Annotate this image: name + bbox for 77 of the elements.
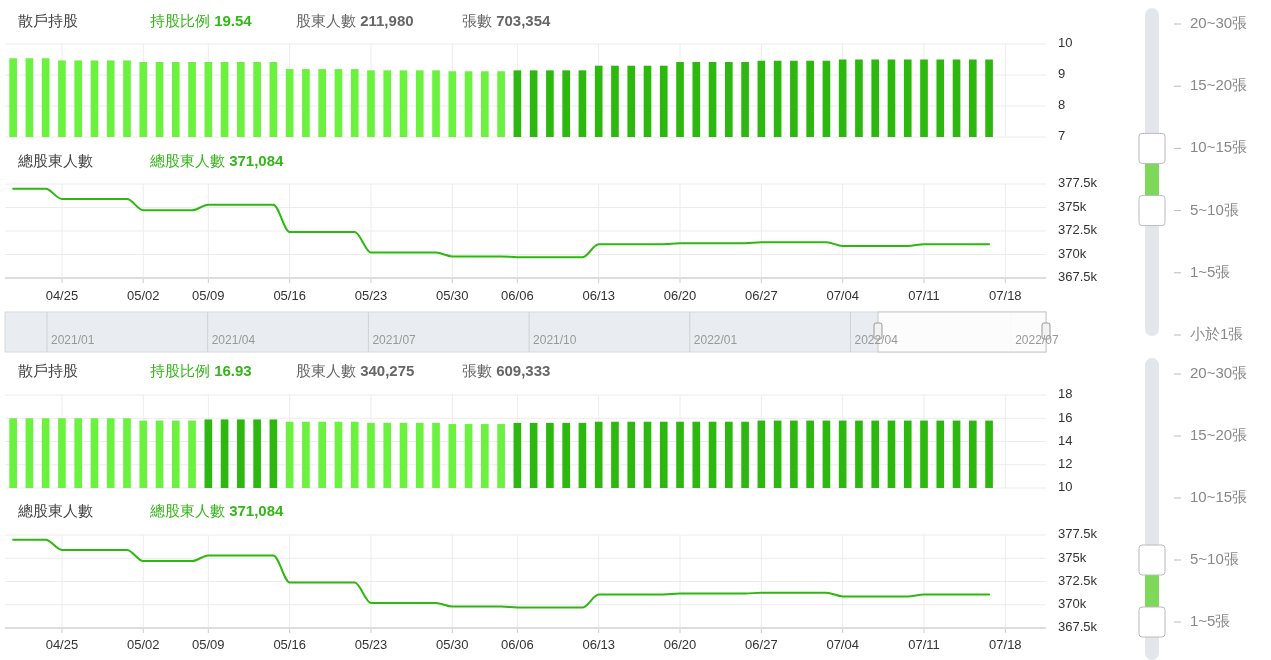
category-label: 20~30張 <box>1190 363 1248 381</box>
chart-title: 散戶持股 <box>18 11 78 29</box>
text: 2021/04 <box>211 333 256 347</box>
x-tick-label: 07/04 <box>826 637 859 653</box>
category-label: 5~10張 <box>1190 549 1239 567</box>
text: 2022/04 <box>854 333 899 347</box>
y-tick-label: 7 <box>1058 128 1066 144</box>
x-tick-label: 07/11 <box>908 288 940 304</box>
y-tick-label: 370k <box>1058 245 1087 261</box>
category-label: 20~30張 <box>1190 13 1248 31</box>
chart-title: 總股東人數 <box>17 151 93 169</box>
text: 股東人數 340,275 <box>296 361 415 379</box>
x-tick-label: 07/11 <box>908 637 940 653</box>
x-tick-label: 07/04 <box>826 288 859 304</box>
text: 張數 703,354 <box>462 11 552 29</box>
category-label: 10~15張 <box>1190 138 1248 156</box>
x-tick-label: 05/09 <box>192 288 225 304</box>
text: 2021/07 <box>372 333 417 347</box>
x-tick-label: 05/16 <box>273 637 306 653</box>
x-tick-label: 05/09 <box>192 637 225 653</box>
x-tick-label: 06/06 <box>501 288 534 304</box>
line-series <box>12 187 991 259</box>
text: 持股比例 19.54 <box>150 11 253 29</box>
x-tick-label: 06/06 <box>501 637 534 653</box>
y-tick-label: 18 <box>1058 386 1073 402</box>
y-tick-label: 10 <box>1058 35 1073 51</box>
category-label: 1~5張 <box>1190 611 1231 629</box>
text: 張數 609,333 <box>462 361 551 379</box>
y-tick-label: 370k <box>1058 596 1087 612</box>
category-label: 5~10張 <box>1190 200 1239 218</box>
text: 股東人數 211,980 <box>296 11 414 29</box>
x-tick-label: 05/02 <box>126 637 160 653</box>
category-label: 小於1張 <box>1190 324 1244 342</box>
x-tick-label: 06/27 <box>745 288 778 304</box>
y-tick-label: 367.5k <box>1058 269 1098 285</box>
y-tick-label: 14 <box>1058 432 1073 448</box>
y-tick-label: 9 <box>1058 66 1066 82</box>
category-label: 15~20張 <box>1190 425 1248 443</box>
x-tick-label: 06/13 <box>582 288 615 304</box>
x-tick-label: 04/25 <box>45 637 79 653</box>
chart-title: 散戶持股 <box>18 361 78 379</box>
y-tick-label: 16 <box>1058 409 1073 425</box>
y-tick-label: 367.5k <box>1058 619 1098 635</box>
x-tick-label: 04/25 <box>45 288 79 304</box>
x-tick-label: 05/30 <box>436 637 469 653</box>
y-tick-label: 372.5k <box>1058 222 1098 238</box>
text: 2022/07 <box>1015 333 1059 347</box>
text: 總股東人數 371,084 <box>149 151 285 169</box>
text: 2022/01 <box>693 333 738 347</box>
x-tick-label: 05/16 <box>273 288 306 304</box>
chart-title: 總股東人數 <box>17 501 93 519</box>
x-tick-label: 05/02 <box>126 288 160 304</box>
x-tick-label: 07/18 <box>989 637 1022 653</box>
y-tick-label: 8 <box>1058 97 1066 113</box>
text: 2021/10 <box>533 333 577 347</box>
x-tick-label: 07/18 <box>989 288 1022 304</box>
y-tick-label: 10 <box>1058 479 1073 495</box>
category-label: 1~5張 <box>1190 262 1231 280</box>
line-series <box>12 538 991 609</box>
category-label: 10~15張 <box>1190 487 1248 505</box>
text: 持股比例 16.93 <box>150 361 252 379</box>
y-tick-label: 377.5k <box>1058 526 1098 542</box>
y-tick-label: 377.5k <box>1058 175 1098 191</box>
text: 2021/01 <box>51 333 95 347</box>
category-label: 15~20張 <box>1190 76 1248 94</box>
y-tick-label: 372.5k <box>1058 572 1098 588</box>
y-tick-label: 12 <box>1058 456 1073 472</box>
text: 總股東人數 371,084 <box>149 501 285 519</box>
x-tick-label: 05/23 <box>354 637 388 653</box>
x-tick-label: 06/20 <box>663 637 697 653</box>
x-tick-label: 06/27 <box>745 637 778 653</box>
x-tick-label: 06/20 <box>663 288 697 304</box>
y-tick-label: 375k <box>1058 549 1087 565</box>
x-tick-label: 05/30 <box>436 288 469 304</box>
y-tick-label: 375k <box>1058 198 1087 214</box>
x-tick-label: 05/23 <box>354 288 388 304</box>
x-tick-label: 06/13 <box>582 637 615 653</box>
